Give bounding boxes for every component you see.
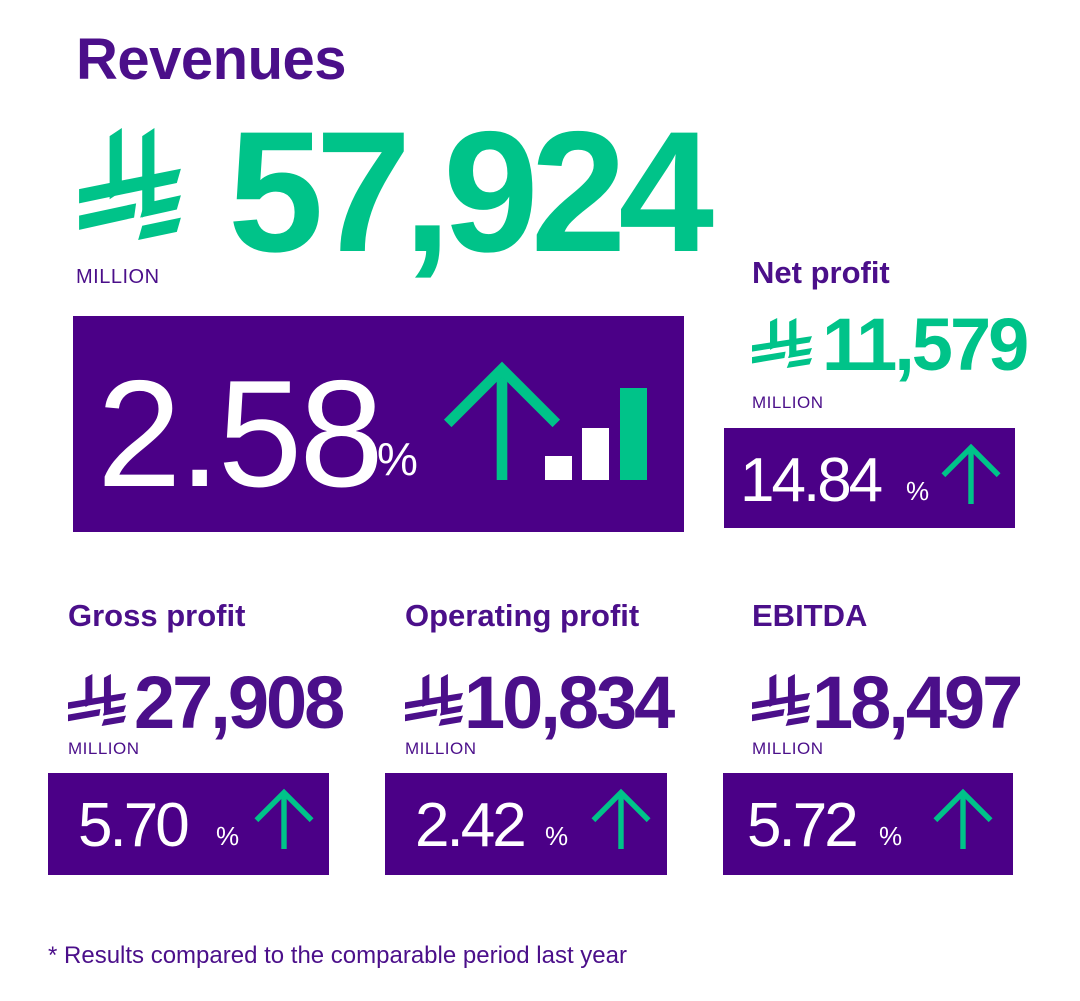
percent-sign: % (879, 821, 903, 851)
footnote: * Results compared to the comparable per… (48, 942, 627, 969)
net-profit-unit: MILLION (752, 393, 824, 412)
ebitda-value: 18,497 (812, 661, 1023, 744)
bar-small (545, 456, 572, 480)
revenues-value: 57,924 (228, 96, 714, 288)
riyal-icon (752, 318, 812, 368)
operating-profit-value: 10,834 (464, 661, 675, 744)
percent-sign: % (906, 476, 930, 506)
bar-medium (582, 428, 609, 480)
operating-profit-label: Operating profit (405, 598, 640, 633)
gross-profit-unit: MILLION (68, 739, 140, 758)
ebitda-label: EBITDA (752, 598, 868, 633)
arrow-up-icon (591, 789, 651, 849)
operating-profit-unit: MILLION (405, 739, 477, 758)
gross-profit-change-box: 5.70 % (48, 773, 329, 875)
net-profit-change-box: 14.84 % (724, 428, 1015, 528)
bar-large (620, 388, 647, 480)
riyal-icon (405, 674, 463, 726)
operating-profit-change-box: 2.42 % (385, 773, 667, 875)
riyal-icon (79, 128, 181, 240)
revenues-change-value: 2.58 (97, 349, 384, 519)
operating-profit-change-value: 2.42 (415, 791, 527, 860)
arrow-up-icon (940, 444, 1002, 504)
gross-profit-change-value: 5.70 (78, 791, 190, 860)
net-profit-value: 11,579 (822, 303, 1029, 386)
revenues-title: Revenues (76, 27, 347, 92)
ebitda-change-value: 5.72 (747, 791, 859, 860)
gross-profit-label: Gross profit (68, 598, 246, 633)
arrow-up-icon (254, 789, 314, 849)
riyal-icon (752, 674, 810, 726)
net-profit-label: Net profit (752, 255, 890, 290)
bar-chart-icon (545, 388, 647, 480)
revenues-unit: MILLION (76, 266, 160, 288)
percent-sign: % (377, 433, 418, 485)
riyal-icon (68, 674, 126, 726)
net-profit-change-value: 14.84 (740, 446, 883, 515)
ebitda-unit: MILLION (752, 739, 824, 758)
arrow-up-icon (443, 362, 561, 480)
ebitda-change-box: 5.72 % (723, 773, 1013, 875)
arrow-up-icon (933, 789, 993, 849)
gross-profit-value: 27,908 (134, 661, 345, 744)
revenues-change-box: 2.58 % (73, 316, 684, 532)
percent-sign: % (545, 821, 569, 851)
percent-sign: % (216, 821, 240, 851)
